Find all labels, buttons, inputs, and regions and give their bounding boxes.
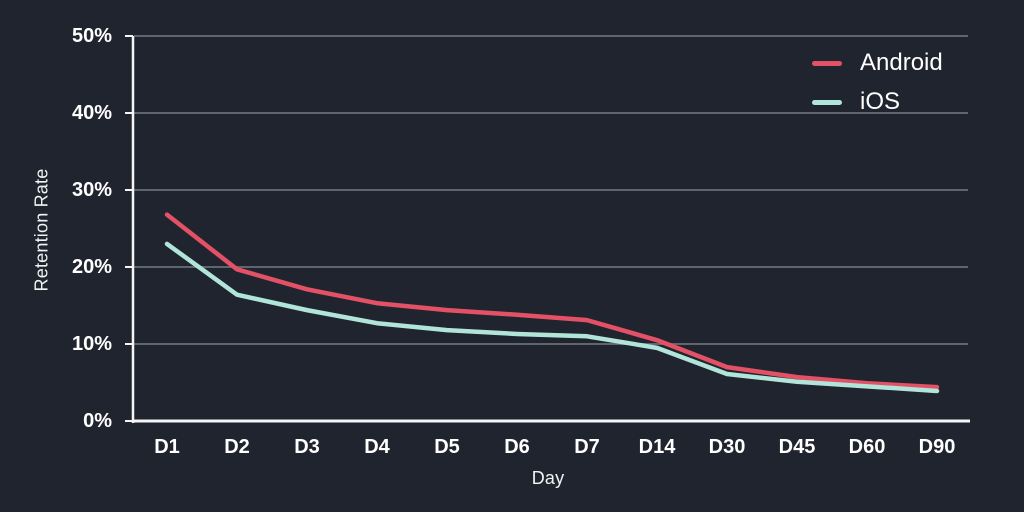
x-tick-label-D7: D7 [574,436,600,458]
ios-line [164,241,940,394]
y-tick-label-50%: 50% [71,25,112,47]
x-tick-label-D4: D4 [364,436,390,458]
x-tick-label-D30: D30 [708,436,746,458]
legend-label-android: Android [860,49,943,76]
legend-item-ios: iOS [812,87,943,117]
legend: Android iOS [812,48,943,117]
y-tick-label-40%: 40% [71,102,112,124]
x-axis-title: Day [531,468,565,488]
x-tick-label-D6: D6 [504,436,530,458]
x-tick-label-D60: D60 [848,436,886,458]
x-tick-label-D90: D90 [918,436,956,458]
x-tick-label-D14: D14 [638,436,676,458]
android-line-swatch [812,60,842,66]
ios-line-swatch [812,99,842,105]
y-tick-label-0%: 0% [83,410,112,432]
legend-label-ios: iOS [860,88,901,115]
legend-item-android: Android [812,48,943,78]
x-tick-label-D45: D45 [778,436,816,458]
x-tick-label-D3: D3 [294,436,320,458]
android-line [164,212,940,390]
y-tick-label-20%: 20% [71,256,112,278]
x-tick-label-D5: D5 [434,436,460,458]
x-tick-label-D2: D2 [224,436,250,458]
y-tick-label-10%: 10% [71,333,112,355]
x-tick-label-D1: D1 [154,436,180,458]
y-tick-label-30%: 30% [71,179,112,201]
